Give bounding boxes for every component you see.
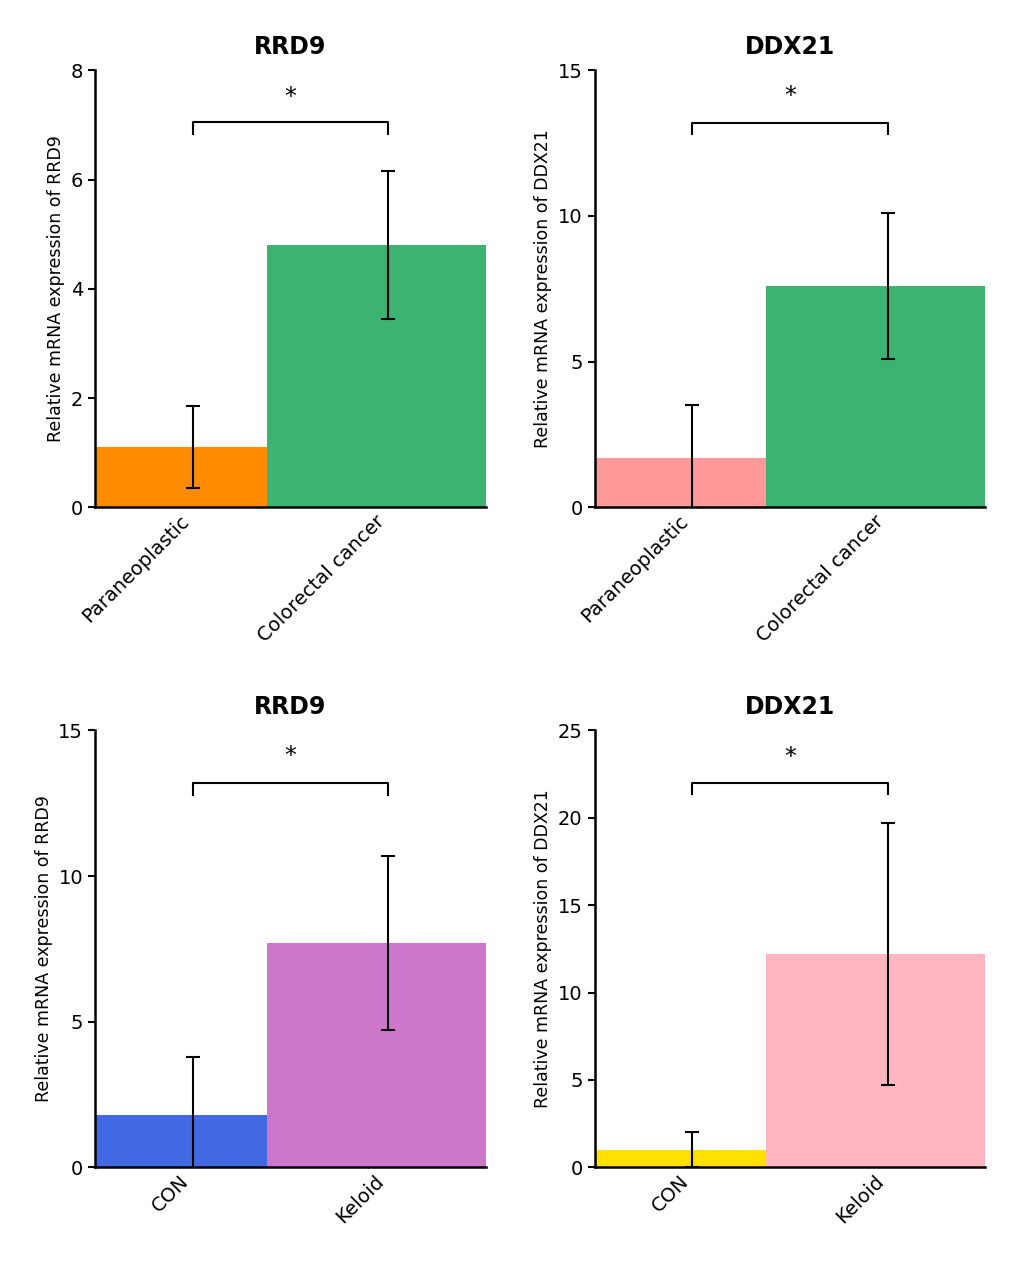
Y-axis label: Relative mRNA expression of RRD9: Relative mRNA expression of RRD9 xyxy=(35,795,53,1102)
Bar xyxy=(571,458,812,507)
Title: RRD9: RRD9 xyxy=(254,35,326,59)
Y-axis label: Relative mRNA expression of DDX21: Relative mRNA expression of DDX21 xyxy=(534,130,551,448)
Bar xyxy=(267,943,508,1167)
Title: DDX21: DDX21 xyxy=(744,35,835,59)
Bar xyxy=(71,1114,314,1167)
Text: *: * xyxy=(784,85,795,109)
Bar xyxy=(267,245,508,507)
Bar xyxy=(571,1150,812,1167)
Text: *: * xyxy=(784,745,795,769)
Bar xyxy=(765,286,1008,507)
Y-axis label: Relative mRNA expression of RRD9: Relative mRNA expression of RRD9 xyxy=(47,135,65,442)
Title: RRD9: RRD9 xyxy=(254,695,326,719)
Bar xyxy=(765,954,1008,1167)
Bar xyxy=(71,447,314,507)
Y-axis label: Relative mRNA expression of DDX21: Relative mRNA expression of DDX21 xyxy=(534,790,551,1108)
Text: *: * xyxy=(284,745,296,769)
Text: *: * xyxy=(284,85,296,109)
Title: DDX21: DDX21 xyxy=(744,695,835,719)
